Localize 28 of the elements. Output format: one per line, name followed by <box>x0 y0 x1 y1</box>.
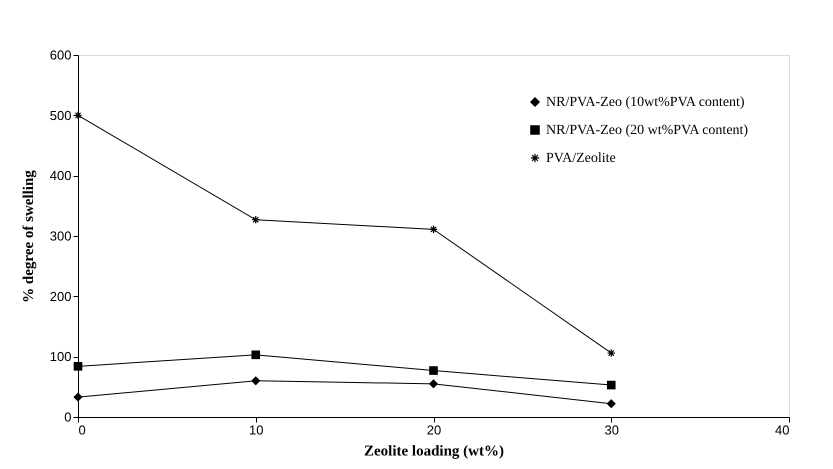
legend-label: PVA/Zeolite <box>546 151 616 166</box>
y-tick-label: 100 <box>50 349 72 364</box>
x-tick-label: 10 <box>249 422 264 438</box>
y-tick-label: 500 <box>50 108 72 123</box>
point <box>606 348 616 358</box>
x-tick-label: 40 <box>775 422 790 438</box>
x-tick-label: 0 <box>78 422 86 438</box>
y-tick-label: 300 <box>50 228 72 244</box>
y-tick-label: 400 <box>50 168 72 184</box>
x-tick-label: 30 <box>604 422 619 438</box>
y-tick-label: 200 <box>50 288 72 304</box>
y-tick-label: 0 <box>64 410 72 424</box>
point <box>429 225 438 234</box>
point <box>429 366 438 375</box>
point <box>251 215 260 224</box>
legend-label: NR/PVA-Zeo (10wt%PVA content) <box>546 95 745 110</box>
y-axis-title: % degree of swelling <box>20 170 37 303</box>
point <box>429 380 438 388</box>
point <box>74 362 82 371</box>
point <box>251 376 260 386</box>
point <box>74 392 82 402</box>
y-tick-label: 600 <box>50 48 72 62</box>
point <box>251 350 260 360</box>
x-tick-label: 20 <box>426 422 442 438</box>
x-axis-title: Zeolite loading (wt%) <box>364 444 504 460</box>
point <box>606 399 616 408</box>
legend-label: NR/PVA-Zeo (20 wt%PVA content) <box>546 123 748 138</box>
point <box>606 380 616 390</box>
